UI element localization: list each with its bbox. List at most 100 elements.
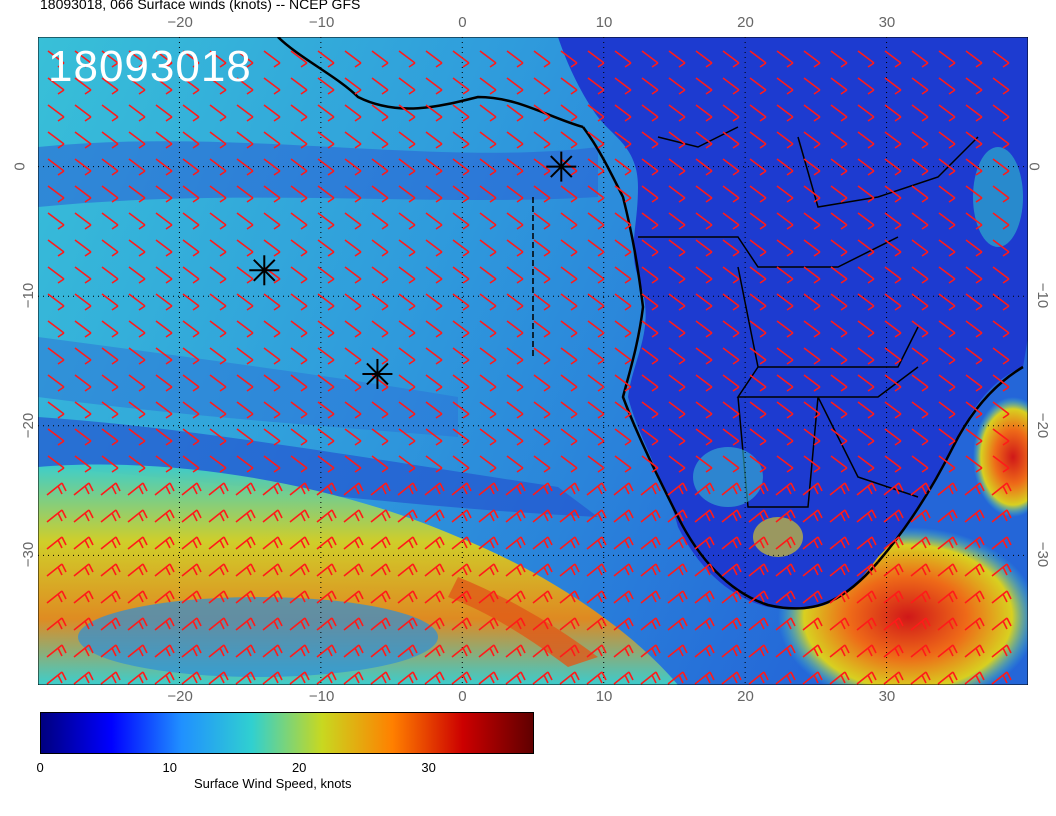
wind-barb [721, 644, 742, 658]
wind-barb [613, 482, 634, 496]
country-borders [638, 126, 979, 508]
wind-barb [911, 212, 929, 230]
wind-barb [452, 239, 470, 257]
wind-barb [263, 131, 281, 149]
wind-barb [128, 50, 146, 68]
wind-barb [560, 104, 578, 122]
wind-barb [883, 482, 904, 496]
wind-barb [127, 590, 148, 604]
wind-barb [857, 185, 875, 203]
wind-barb [883, 644, 904, 658]
wind-barb [46, 563, 67, 577]
wind-barb [479, 50, 497, 68]
wind-barb [640, 509, 661, 523]
wind-barb [155, 77, 173, 95]
wind-barb [803, 428, 821, 446]
wind-barb [668, 320, 686, 338]
wind-barb [938, 185, 956, 203]
colorbar-tick: 20 [291, 760, 307, 775]
wind-barb [722, 131, 740, 149]
wind-barb [479, 428, 497, 446]
wind-barb [101, 347, 119, 365]
wind-barb [181, 617, 202, 631]
wind-barb [236, 347, 254, 365]
wind-barb [964, 644, 985, 658]
wind-barb [938, 104, 956, 122]
storm-marker[interactable] [362, 358, 393, 389]
wind-map[interactable] [38, 37, 1028, 685]
wind-barb [181, 644, 202, 658]
wind-barb [911, 347, 929, 365]
wind-barb [911, 185, 929, 203]
wind-barb [74, 185, 92, 203]
wind-barb [695, 428, 713, 446]
wind-barb [452, 50, 470, 68]
wind-barb [505, 536, 526, 550]
wind-barb [991, 509, 1012, 523]
wind-barb [775, 617, 796, 631]
wind-barb [181, 509, 202, 523]
wind-barb [883, 563, 904, 577]
lon-tick-top: −10 [308, 14, 335, 31]
wind-barb [127, 563, 148, 577]
wind-barb [317, 374, 335, 392]
wind-barb [263, 401, 281, 419]
wind-barb [586, 644, 607, 658]
wind-barb [992, 266, 1010, 284]
wind-barb [776, 374, 794, 392]
wind-barb [73, 617, 94, 631]
wind-barb [370, 509, 391, 523]
wind-barb [613, 644, 634, 658]
wind-barb [100, 563, 121, 577]
wind-barb [290, 347, 308, 365]
wind-barb [533, 131, 551, 149]
wind-barb [668, 104, 686, 122]
wind-barb [73, 536, 94, 550]
wind-barb [830, 320, 848, 338]
wind-barb [830, 131, 848, 149]
wind-barb [506, 401, 524, 419]
wind-barb [991, 482, 1012, 496]
wind-barb [181, 536, 202, 550]
storm-marker[interactable] [249, 255, 280, 286]
lat-tick-right: 0 [1025, 161, 1043, 171]
wind-barb [776, 320, 794, 338]
wind-barb [668, 185, 686, 203]
wind-barb [209, 104, 227, 122]
wind-barb [937, 590, 958, 604]
wind-barb [371, 77, 389, 95]
wind-barb [829, 671, 850, 685]
wind-barb [344, 266, 362, 284]
map-panel[interactable]: 18093018 [38, 37, 1028, 685]
wind-barb [344, 347, 362, 365]
wind-barb [964, 590, 985, 604]
wind-barb [776, 77, 794, 95]
wind-barb [856, 671, 877, 685]
wind-barb [424, 509, 445, 523]
wind-barb [262, 590, 283, 604]
wind-barb [559, 536, 580, 550]
wind-barb [532, 617, 553, 631]
wind-barb [371, 266, 389, 284]
wind-barb [343, 617, 364, 631]
wind-barb [371, 185, 389, 203]
wind-barb [722, 266, 740, 284]
wind-barb [884, 374, 902, 392]
wind-barb [182, 239, 200, 257]
wind-barb [532, 563, 553, 577]
wind-barb [884, 320, 902, 338]
wind-barb [749, 77, 767, 95]
wind-barb [398, 293, 416, 311]
wind-barb [290, 320, 308, 338]
wind-barb [857, 131, 875, 149]
wind-barb [695, 158, 713, 176]
wind-barb [127, 644, 148, 658]
wind-barb [857, 104, 875, 122]
wind-barb [398, 212, 416, 230]
storm-marker[interactable] [546, 151, 577, 182]
wind-barb [74, 212, 92, 230]
wind-barb [344, 401, 362, 419]
wind-barb [749, 266, 767, 284]
wind-barb [911, 401, 929, 419]
wind-barb [452, 320, 470, 338]
